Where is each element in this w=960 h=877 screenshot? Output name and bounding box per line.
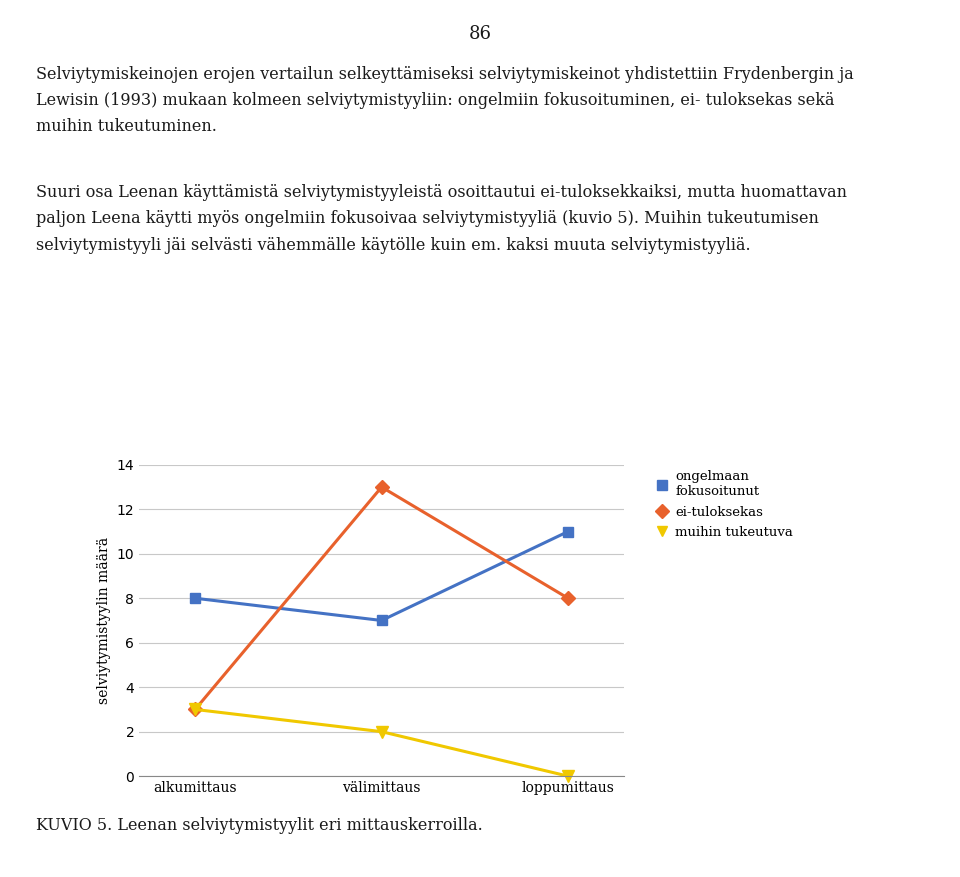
Y-axis label: selviytymistyylin määrä: selviytymistyylin määrä [97, 537, 111, 704]
Text: selviytymistyyli jäi selvästi vähemmälle käytölle kuin em. kaksi muuta selviytym: selviytymistyyli jäi selvästi vähemmälle… [36, 237, 751, 253]
Line: ongelmaan
fokusoitunut: ongelmaan fokusoitunut [190, 527, 573, 625]
Text: Suuri osa Leenan käyttämistä selviytymistyyleistä osoittautui ei-tuloksekkaiksi,: Suuri osa Leenan käyttämistä selviytymis… [36, 184, 848, 201]
muihin tukeutuva [376, 726, 388, 737]
ongelmaan
fokusoitunut [376, 616, 388, 626]
Text: 86: 86 [468, 25, 492, 43]
muihin tukeutuva [563, 771, 574, 781]
Text: KUVIO 5. Leenan selviytymistyylit eri mittauskerroilla.: KUVIO 5. Leenan selviytymistyylit eri mi… [36, 817, 483, 834]
Legend: ongelmaan
fokusoitunut, ei-tuloksekas, muihin tukeutuva: ongelmaan fokusoitunut, ei-tuloksekas, m… [650, 465, 798, 545]
Line: muihin tukeutuva: muihin tukeutuva [189, 703, 574, 782]
Text: Selviytymiskeinojen erojen vertailun selkeyttämiseksi selviytymiskeinot yhdistet: Selviytymiskeinojen erojen vertailun sel… [36, 66, 854, 82]
ei-tuloksekas [563, 593, 574, 603]
muihin tukeutuva [189, 704, 201, 715]
ongelmaan
fokusoitunut [189, 593, 201, 603]
Text: muihin tukeutuminen.: muihin tukeutuminen. [36, 118, 217, 135]
ongelmaan
fokusoitunut [563, 526, 574, 537]
Text: paljon Leena käytti myös ongelmiin fokusoivaa selviytymistyyliä (kuvio 5). Muihi: paljon Leena käytti myös ongelmiin fokus… [36, 210, 819, 227]
Line: ei-tuloksekas: ei-tuloksekas [190, 482, 573, 714]
Text: Lewisin (1993) mukaan kolmeen selviytymistyyliin: ongelmiin fokusoituminen, ei- : Lewisin (1993) mukaan kolmeen selviytymi… [36, 92, 835, 109]
ei-tuloksekas [376, 481, 388, 492]
ei-tuloksekas [189, 704, 201, 715]
